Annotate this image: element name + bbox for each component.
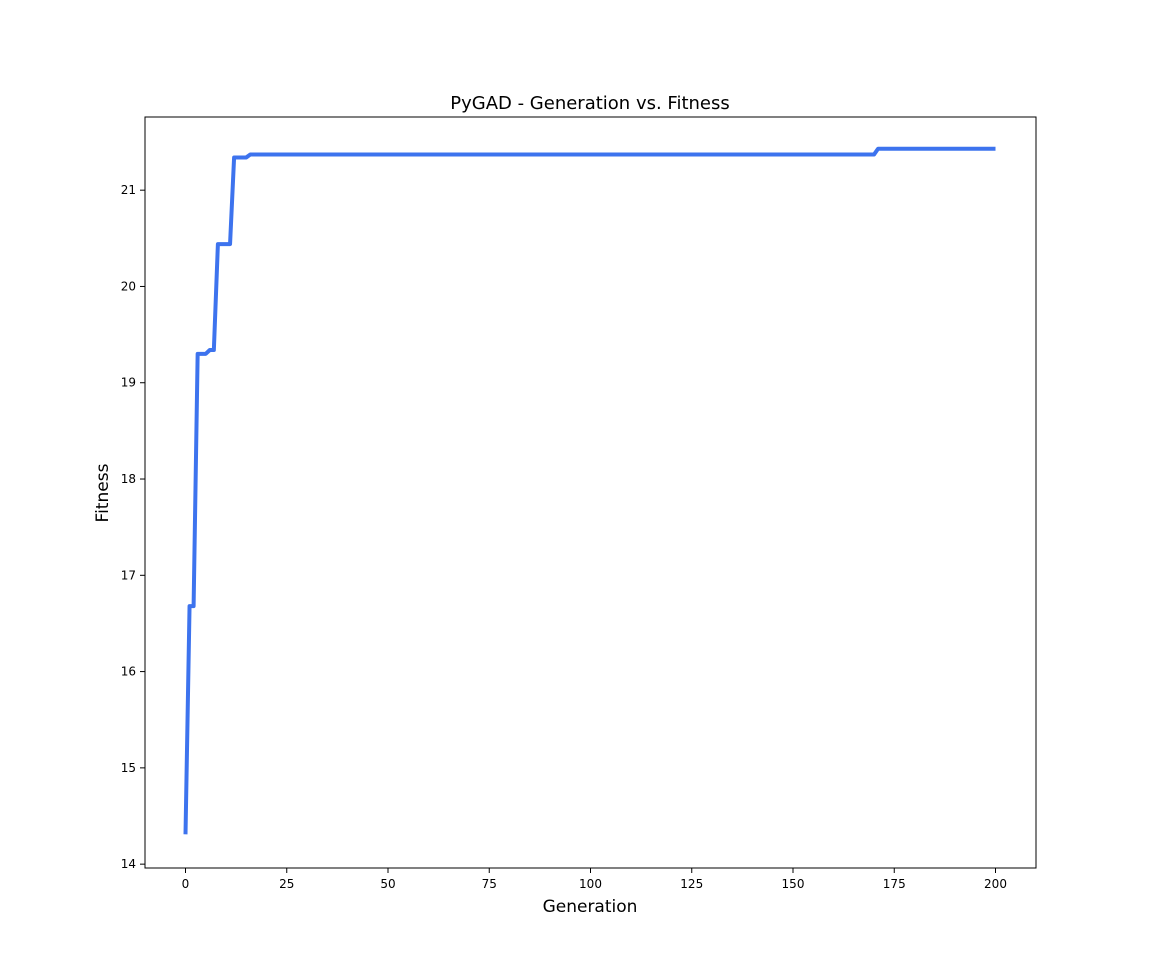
chart-title: PyGAD - Generation vs. Fitness: [450, 93, 730, 114]
y-axis-label: Fitness: [93, 463, 113, 522]
y-tick-label: 16: [121, 665, 136, 679]
y-tick-label: 20: [121, 279, 136, 293]
x-tick-label: 25: [279, 877, 294, 891]
x-tick-label: 100: [579, 877, 602, 891]
y-tick-label: 21: [121, 183, 136, 197]
x-tick-label: 150: [782, 877, 805, 891]
series-line-0: [183, 146, 996, 835]
y-tick-label: 17: [121, 568, 136, 582]
x-tick-label: 125: [680, 877, 703, 891]
x-tick-label: 0: [182, 877, 190, 891]
y-tick-label: 14: [121, 857, 136, 871]
x-axis-label: Generation: [543, 897, 638, 917]
x-tick-label: 175: [883, 877, 906, 891]
y-tick-label: 19: [121, 376, 136, 390]
plot-area: 0 25 50 75 100 125 150 175 200 14 15 16 17 18 19 20 21: [121, 116, 1037, 891]
y-tick-label: 15: [121, 761, 136, 775]
x-tick-label: 200: [984, 877, 1007, 891]
y-tick-label: 18: [121, 472, 136, 486]
x-tick-label: 75: [482, 877, 497, 891]
x-tick-label: 50: [380, 877, 395, 891]
